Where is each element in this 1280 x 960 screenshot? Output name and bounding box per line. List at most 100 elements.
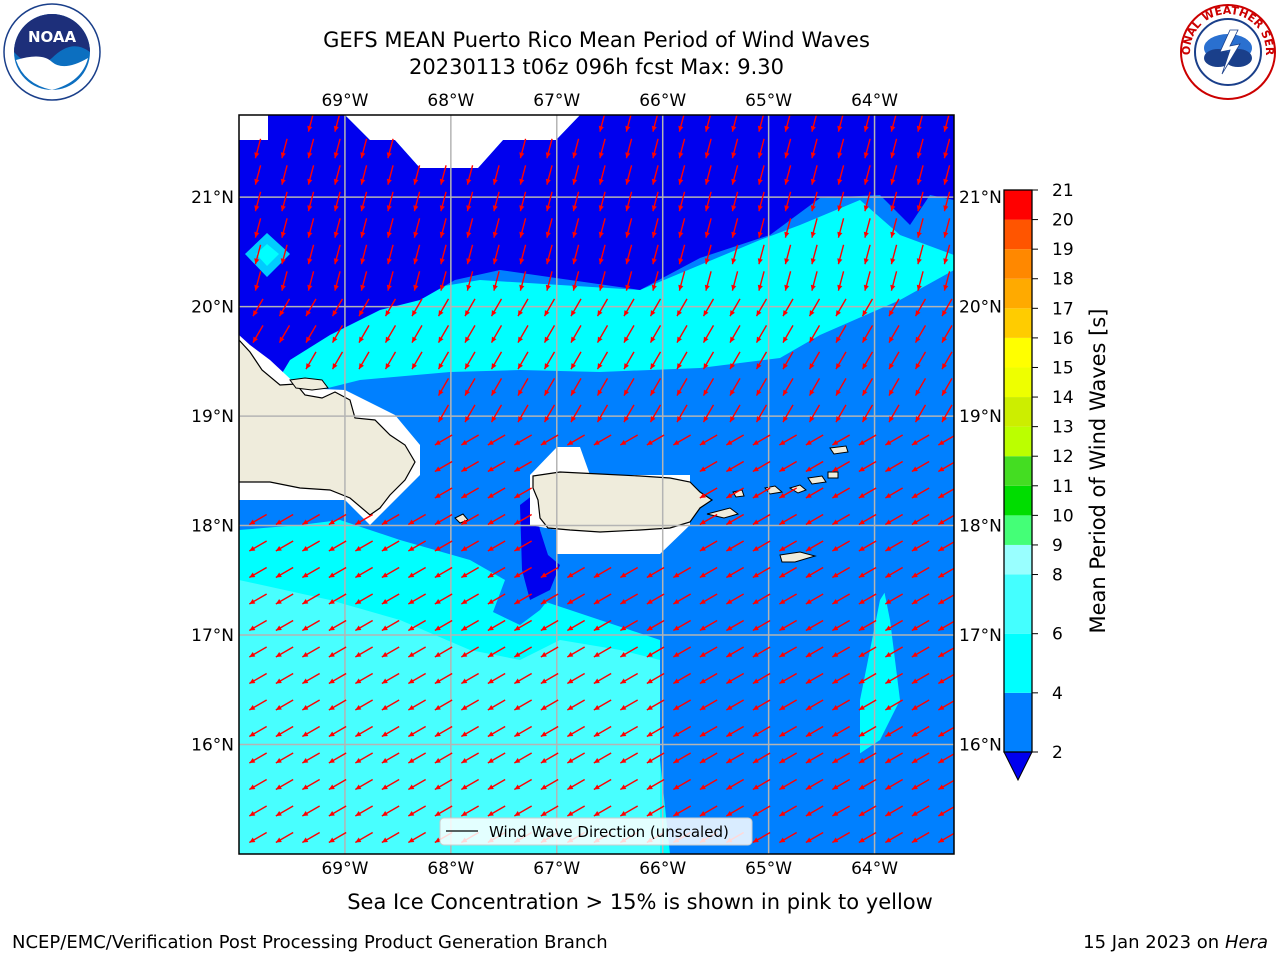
- wind-wave-arrowhead: [275, 678, 282, 684]
- wind-wave-arrowhead: [412, 336, 417, 343]
- wind-wave-arrowhead: [938, 493, 945, 498]
- chart-title: GEFS MEAN Puerto Rico Mean Period of Win…: [323, 28, 870, 52]
- wind-wave-arrowhead: [678, 284, 684, 291]
- nodata-top-left: [239, 115, 268, 140]
- colorbar-under-triangle: [1003, 751, 1033, 782]
- wind-wave-arrowhead: [699, 705, 706, 710]
- colorbar-tick-label: 21: [1052, 181, 1074, 201]
- wind-wave-arrowhead: [360, 152, 366, 159]
- wind-wave-arrowhead: [620, 572, 627, 578]
- wind-wave-arrowhead: [779, 731, 786, 737]
- wind-wave-arrowhead: [858, 652, 865, 657]
- wind-wave-arrowhead: [487, 599, 494, 604]
- colorbar-tick-label: 2: [1052, 743, 1063, 763]
- wind-wave-arrowhead: [938, 837, 945, 843]
- wind-wave-arrowhead: [752, 519, 759, 525]
- footer-date-text: 15 Jan 2023 on: [1083, 932, 1225, 953]
- wind-wave-arrowhead: [726, 519, 733, 525]
- wind-wave-arrowhead: [805, 599, 812, 604]
- wind-wave-arrowhead: [703, 310, 709, 317]
- wind-wave-arrowhead: [519, 231, 525, 238]
- wind-wave-arrowhead: [593, 731, 600, 737]
- wind-wave-arrowhead: [466, 205, 472, 212]
- wind-wave-arrowhead: [461, 652, 468, 657]
- wind-wave-arrowhead: [461, 466, 468, 472]
- wind-wave-arrowhead: [540, 811, 547, 816]
- wind-wave-arrowhead: [890, 205, 896, 212]
- wind-wave-arrowhead: [438, 336, 444, 343]
- wind-wave-arrowhead: [302, 678, 309, 684]
- wind-wave-arrowhead: [779, 519, 786, 525]
- wind-wave-arrowhead: [731, 178, 737, 185]
- wind-wave-arrowhead: [784, 178, 790, 185]
- wind-wave-arrowhead: [911, 625, 918, 631]
- wind-wave-arrowhead: [699, 466, 706, 472]
- wind-wave-arrowhead: [832, 493, 839, 498]
- land-small-island: [807, 475, 827, 485]
- wind-wave-arrowhead: [332, 336, 338, 343]
- wind-wave-arrowhead: [752, 731, 759, 737]
- wind-wave-arrowhead: [408, 599, 415, 604]
- wind-wave-arrowhead: [280, 258, 286, 265]
- wind-wave-arrowhead: [752, 837, 759, 843]
- wind-wave-arrowhead: [381, 705, 388, 710]
- colorbar-tick-label: 10: [1052, 506, 1074, 526]
- colorbar-segment: [1004, 633, 1032, 693]
- wind-wave-arrowhead: [438, 363, 444, 370]
- wind-wave-arrowhead: [275, 837, 282, 843]
- wind-wave-arrowhead: [491, 389, 497, 396]
- map-plot-area: [239, 115, 954, 854]
- wind-wave-arrowhead: [408, 784, 415, 790]
- wind-wave-arrowhead: [889, 416, 894, 423]
- wind-wave-arrowhead: [673, 731, 680, 737]
- wind-wave-arrowhead: [863, 205, 869, 212]
- colorbar-segment: [1004, 337, 1032, 368]
- wind-wave-arrowhead: [466, 258, 472, 265]
- wind-wave-arrowhead: [328, 625, 335, 631]
- wind-wave-arrowhead: [307, 258, 313, 265]
- wind-wave-arrowhead: [650, 336, 656, 343]
- wind-wave-arrowhead: [438, 416, 444, 423]
- wind-wave-arrowhead: [328, 519, 335, 525]
- wind-wave-arrowhead: [650, 416, 656, 423]
- wind-wave-arrowhead: [726, 652, 733, 657]
- wind-wave-arrowhead: [809, 363, 815, 370]
- wind-wave-arrowhead: [805, 519, 812, 525]
- legend-box: [439, 817, 753, 846]
- wind-wave-arrowhead: [275, 599, 282, 604]
- wind-wave-arrowhead: [779, 546, 786, 551]
- wind-wave-arrowhead: [699, 519, 706, 525]
- wind-wave-arrowhead: [413, 284, 419, 291]
- wind-wave-arrowhead: [254, 231, 260, 238]
- wind-wave-arrowhead: [704, 231, 710, 238]
- wind-wave-arrowhead: [858, 678, 865, 684]
- wind-wave-arrowhead: [704, 258, 710, 265]
- wind-wave-arrowhead: [540, 731, 547, 737]
- wind-wave-arrowhead: [355, 652, 362, 657]
- wind-wave-arrowhead: [885, 466, 892, 472]
- wind-wave-arrowhead: [461, 599, 468, 604]
- wind-wave-arrowhead: [805, 466, 812, 472]
- colorbar-segment: [1004, 544, 1032, 575]
- wind-wave-arrowhead: [752, 466, 759, 472]
- wind-wave-arrowhead: [673, 572, 680, 578]
- wind-wave-arrowhead: [514, 678, 521, 684]
- wind-wave-arrowhead: [885, 731, 892, 737]
- wind-wave-arrowhead: [863, 284, 869, 291]
- wind-wave-arrowhead: [381, 811, 388, 816]
- wind-wave-arrowhead: [540, 572, 547, 578]
- wind-wave-arrowhead: [275, 705, 282, 710]
- wind-wave-arrowhead: [408, 546, 415, 551]
- wind-wave-arrowhead: [598, 178, 604, 185]
- wind-wave-arrowhead: [492, 231, 498, 238]
- wind-wave-arrowhead: [461, 705, 468, 710]
- wind-wave-arrowhead: [858, 519, 865, 525]
- wind-wave-arrowhead: [625, 284, 631, 291]
- wind-wave-arrowhead: [465, 336, 470, 343]
- wind-wave-arrowhead: [461, 784, 468, 790]
- wind-wave-arrowhead: [567, 705, 574, 710]
- wind-wave-arrowhead: [885, 493, 892, 498]
- wind-wave-arrowhead: [885, 625, 892, 631]
- wind-wave-arrowhead: [461, 811, 468, 816]
- wind-wave-arrowhead: [731, 284, 737, 291]
